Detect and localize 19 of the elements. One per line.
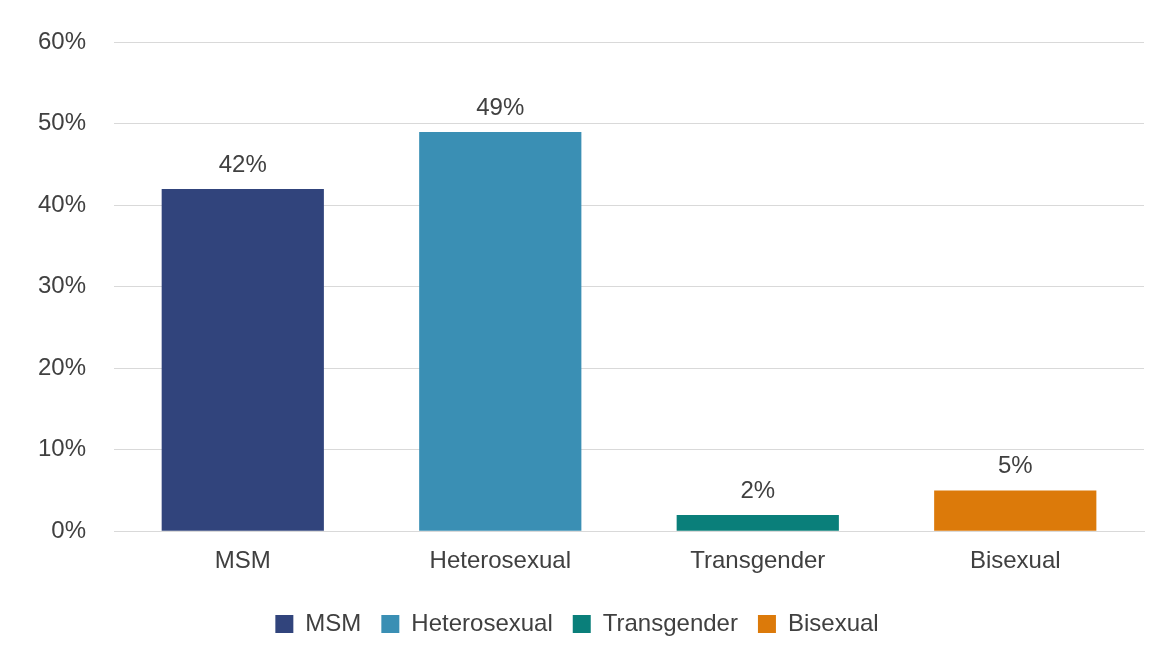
data-label: 49%	[476, 92, 525, 120]
y-tick-label: 20%	[37, 352, 87, 380]
x-tick-label: Transgender	[690, 546, 826, 574]
y-tick-label: 50%	[37, 108, 87, 136]
x-tick-label: Bisexual	[969, 546, 1061, 574]
x-tick-label: Heterosexual	[429, 546, 571, 574]
x-tick-label: MSM	[214, 546, 271, 574]
data-label: 2%	[740, 475, 776, 503]
legend-label: Bisexual	[787, 608, 879, 636]
legend-label: Transgender	[602, 608, 738, 636]
y-tick-label: 60%	[37, 27, 87, 55]
y-tick-label: 40%	[37, 189, 87, 217]
data-label: 42%	[218, 149, 267, 177]
data-label: 5%	[997, 451, 1033, 479]
legend-label: Heterosexual	[411, 608, 553, 636]
y-tick-label: 10%	[37, 434, 87, 462]
y-tick-label: 0%	[51, 515, 87, 543]
y-tick-label: 30%	[37, 271, 87, 299]
legend-label: MSM	[305, 608, 362, 636]
